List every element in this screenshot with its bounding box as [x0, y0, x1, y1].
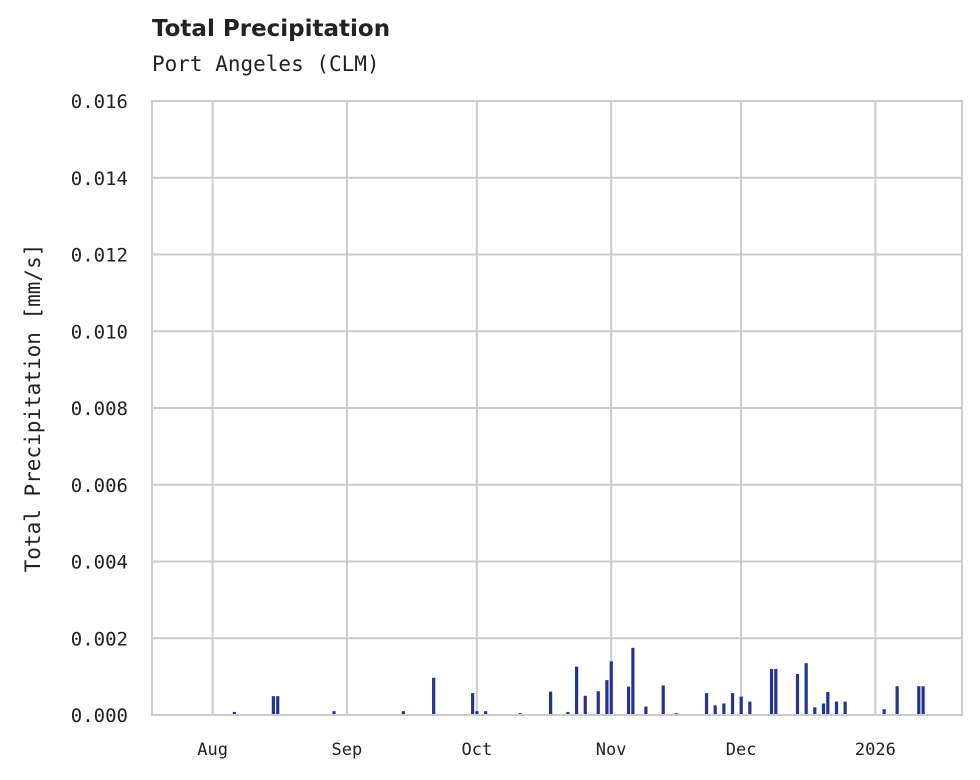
- precip-bar: [596, 691, 600, 715]
- precip-bar: [843, 701, 847, 715]
- x-tick-label: Oct: [462, 740, 493, 760]
- precip-bar: [609, 661, 613, 715]
- y-tick-label: 0.004: [71, 552, 128, 574]
- precip-bar: [276, 696, 280, 715]
- chart-subtitle: Port Angeles (CLM): [152, 52, 380, 76]
- precip-bar: [826, 691, 830, 715]
- precip-bar: [484, 711, 488, 715]
- precip-bar: [917, 686, 921, 715]
- precip-bar: [722, 703, 726, 715]
- y-tick-label: 0.010: [71, 321, 128, 343]
- precip-bar: [739, 696, 743, 715]
- precip-bar: [583, 695, 587, 715]
- precip-bar: [631, 647, 635, 715]
- y-tick-label: 0.014: [71, 168, 128, 190]
- precip-bar: [574, 666, 579, 715]
- precip-bar: [774, 668, 778, 715]
- precip-bar: [566, 711, 570, 715]
- chart-title: Total Precipitation: [152, 16, 391, 42]
- x-tick-label: Aug: [197, 740, 228, 760]
- precip-bar: [713, 705, 717, 715]
- precip-bar: [813, 707, 817, 715]
- y-tick-label: 0.008: [71, 398, 128, 420]
- y-axis-label: Total Precipitation [mm/s]: [21, 244, 45, 573]
- precip-bar: [661, 685, 665, 715]
- precip-bar: [804, 663, 808, 715]
- precip-bar: [821, 703, 826, 715]
- x-tick-label: Dec: [726, 740, 757, 760]
- precip-bar: [332, 711, 336, 715]
- y-tick-label: 0.000: [71, 705, 128, 727]
- precip-bar: [882, 709, 886, 715]
- precip-bar: [401, 711, 405, 715]
- y-tick-label: 0.012: [71, 245, 128, 267]
- precip-bar: [644, 706, 648, 715]
- precip-bar: [769, 668, 774, 715]
- precip-bar: [730, 693, 735, 715]
- precip-bar: [475, 711, 479, 715]
- precip-bar: [704, 693, 709, 715]
- precip-bar: [748, 701, 752, 715]
- x-tick-label: Nov: [596, 740, 627, 760]
- x-tick-label: Sep: [332, 740, 363, 760]
- y-tick-label: 0.002: [71, 628, 128, 650]
- precip-bar: [605, 680, 609, 715]
- precip-bar: [432, 677, 436, 715]
- precip-bar: [271, 696, 275, 715]
- precip-bar: [921, 686, 925, 715]
- y-tick-label: 0.016: [71, 91, 128, 113]
- precip-bar: [549, 691, 553, 715]
- precip-bar: [834, 701, 839, 715]
- precip-bar: [795, 673, 800, 715]
- y-tick-label: 0.006: [71, 475, 128, 497]
- precip-bar: [471, 693, 475, 715]
- x-tick-label: 2026: [855, 740, 896, 760]
- plot-frame: [151, 100, 963, 716]
- precip-bar: [626, 686, 631, 715]
- precip-bar: [232, 711, 236, 715]
- precip-bar: [895, 686, 899, 715]
